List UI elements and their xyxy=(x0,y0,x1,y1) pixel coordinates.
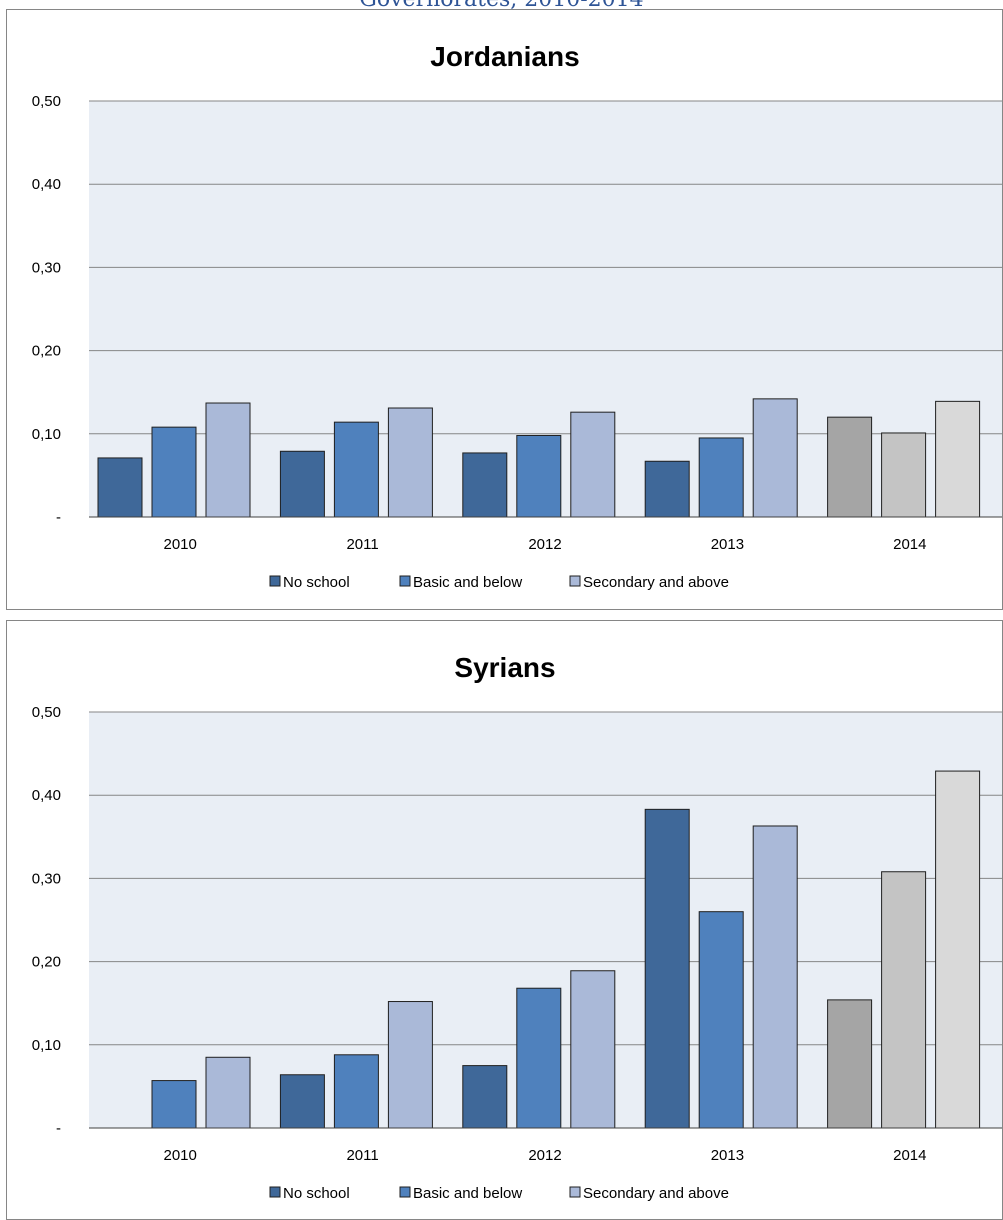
bar-2014-secondary-and-above xyxy=(935,770,981,1129)
bar-2013-no-school xyxy=(644,808,690,1129)
bar-2012-secondary-and-above xyxy=(570,411,616,518)
y-tick-label: 0,50 xyxy=(32,93,61,110)
bar-2012-no-school xyxy=(462,1065,508,1129)
bar-2013-secondary-and-above xyxy=(752,398,798,518)
bar-2012-basic-and-below xyxy=(516,434,562,518)
legend-swatch xyxy=(569,575,581,587)
y-tick-label: 0,50 xyxy=(32,704,61,721)
bar-2012-secondary-and-above xyxy=(570,970,616,1129)
x-tick-label: 2010 xyxy=(164,1147,197,1164)
chart-title: Jordanians xyxy=(430,41,579,72)
x-tick-label: 2014 xyxy=(893,1147,926,1164)
legend-swatch xyxy=(399,575,411,587)
chart-jordanians: Jordanians - 0,10 0,20 0,30 0,40 0,50 2010 2011… xyxy=(6,9,1003,610)
bar-2010-no-school xyxy=(97,457,143,518)
y-tick-label: 0,40 xyxy=(32,176,61,193)
y-tick-label: 0,30 xyxy=(32,259,61,276)
y-tick-label: 0,20 xyxy=(32,954,61,971)
bar-2010-secondary-and-above xyxy=(205,402,251,518)
bar-2011-secondary-and-above xyxy=(387,407,433,518)
x-tick-label: 2014 xyxy=(893,536,926,553)
y-tick-label: 0,30 xyxy=(32,870,61,887)
bar-2012-basic-and-below xyxy=(516,987,562,1129)
x-tick-label: 2012 xyxy=(528,536,561,553)
bar-2011-no-school xyxy=(279,450,325,518)
bar-2010-basic-and-below xyxy=(151,1080,197,1129)
x-tick-label: 2010 xyxy=(164,536,197,553)
x-tick-label: 2013 xyxy=(711,1147,744,1164)
y-tick-label: - xyxy=(56,1120,61,1137)
bar-2011-no-school xyxy=(279,1074,325,1129)
legend-swatch xyxy=(269,1186,281,1198)
chart-jordanians-svg: Jordanians - 0,10 0,20 0,30 0,40 0,50 2010 2011… xyxy=(32,41,1002,591)
legend-swatch xyxy=(269,575,281,587)
bar-2011-basic-and-below xyxy=(333,1054,379,1129)
bar-2014-no-school xyxy=(827,999,873,1129)
bar-2013-secondary-and-above xyxy=(752,825,798,1129)
x-tick-label: 2012 xyxy=(528,1147,561,1164)
bar-2014-no-school xyxy=(827,416,873,518)
y-tick-label: 0,10 xyxy=(32,1037,61,1054)
bar-2013-no-school xyxy=(644,460,690,518)
x-tick-label: 2013 xyxy=(711,536,744,553)
legend-label: Secondary and above xyxy=(583,1185,729,1202)
bar-2013-basic-and-below xyxy=(698,437,744,518)
legend-swatch xyxy=(569,1186,581,1198)
chart-syrians-svg: Syrians - 0,10 0,20 0,30 0,40 0,50 2010 2011 201… xyxy=(32,652,1002,1202)
y-tick-label: 0,10 xyxy=(32,426,61,443)
legend-label: Basic and below xyxy=(413,1185,522,1202)
y-tick-label: 0,40 xyxy=(32,787,61,804)
chart-syrians: Syrians - 0,10 0,20 0,30 0,40 0,50 2010 2011 201… xyxy=(6,620,1003,1220)
bar-2014-secondary-and-above xyxy=(935,400,981,518)
legend-label: Basic and below xyxy=(413,574,522,591)
legend-label: No school xyxy=(283,574,350,591)
chart-title: Syrians xyxy=(454,652,555,683)
x-tick-label: 2011 xyxy=(346,536,378,553)
legend-swatch xyxy=(399,1186,411,1198)
bar-2011-secondary-and-above xyxy=(387,1001,433,1129)
x-tick-label: 2011 xyxy=(346,1147,378,1164)
bar-2012-no-school xyxy=(462,452,508,518)
legend-label: Secondary and above xyxy=(583,574,729,591)
bar-2010-secondary-and-above xyxy=(205,1056,251,1129)
bar-2011-basic-and-below xyxy=(333,421,379,518)
y-tick-label: - xyxy=(56,509,61,526)
y-tick-label: 0,20 xyxy=(32,343,61,360)
bar-2014-basic-and-below xyxy=(881,432,927,518)
bar-2014-basic-and-below xyxy=(881,871,927,1129)
bar-2010-basic-and-below xyxy=(151,426,197,518)
legend-label: No school xyxy=(283,1185,350,1202)
bar-2013-basic-and-below xyxy=(698,911,744,1129)
